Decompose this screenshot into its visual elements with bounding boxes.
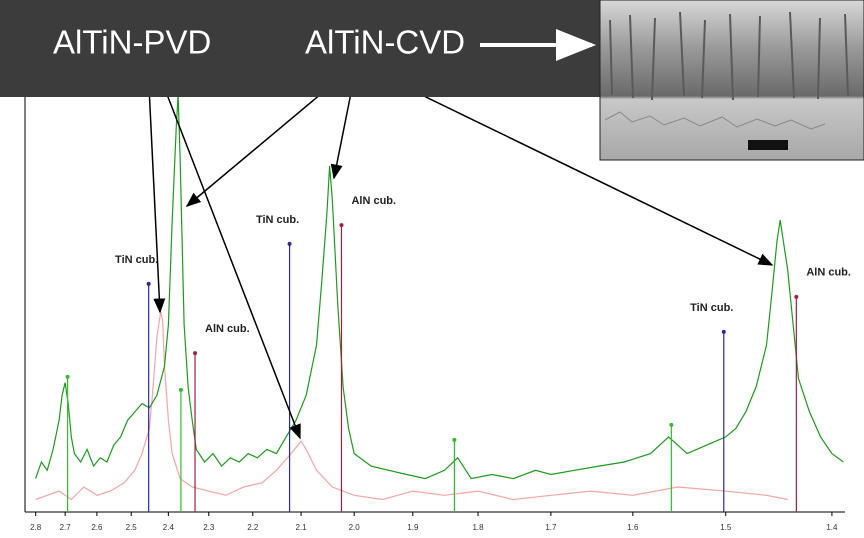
reference-marker — [721, 329, 726, 334]
reference-marker — [669, 422, 674, 427]
reference-label: TiN cub. — [115, 254, 158, 266]
reference-label: AlN cub. — [205, 323, 250, 335]
x-tick-label: 2.4 — [163, 523, 175, 532]
x-tick-label: 2.2 — [247, 523, 259, 532]
reference-marker — [287, 241, 292, 246]
sem-inset — [599, 0, 864, 161]
reference-label: TiN cub. — [690, 302, 733, 314]
reference-marker — [452, 437, 457, 442]
banner — [0, 0, 605, 97]
spectrum-line — [35, 311, 788, 501]
x-tick-label: 2.0 — [349, 523, 361, 532]
reference-label: TiN cub. — [256, 214, 299, 226]
reference-marker — [339, 223, 344, 228]
reference-marker — [193, 351, 198, 356]
inset-texture — [609, 11, 849, 101]
plot-area: 2.8 2.7 2.6 2.5 2.4 2.3 2.2 2.1 2.0 1.9 1.8 1.7 1.6 1… — [24, 70, 851, 532]
x-tick-label: 1.8 — [472, 523, 484, 532]
x-tick-label: 1.6 — [627, 523, 639, 532]
x-tick-label: 1.4 — [826, 523, 838, 532]
x-tick-label: 2.6 — [91, 523, 103, 532]
x-tick-label: 1.9 — [407, 523, 419, 532]
reference-label: AlN cub. — [351, 195, 396, 207]
reference-label: AlN cub. — [806, 267, 851, 279]
reference-marker — [146, 281, 151, 286]
series-label: AlTiN-CVD — [305, 24, 465, 61]
inset-scale-bar — [748, 140, 788, 150]
arrow — [147, 65, 166, 314]
x-tick-label: 1.7 — [545, 523, 557, 532]
x-tick-label: 2.3 — [203, 523, 215, 532]
reference-marker — [794, 294, 799, 299]
series-label: AlTiN-PVD — [53, 24, 211, 61]
arrow — [361, 65, 774, 266]
x-tick-label: 2.7 — [60, 523, 72, 532]
reference-marker — [178, 387, 183, 392]
reference-marker — [65, 374, 70, 379]
x-tick-label: 2.1 — [296, 523, 308, 532]
inset-texture — [604, 111, 826, 130]
x-tick-label: 2.5 — [126, 523, 138, 532]
x-tick-label: 2.8 — [30, 523, 42, 532]
x-tick-label: 1.5 — [720, 523, 732, 532]
spectrum-line — [35, 94, 844, 480]
arrow — [155, 65, 301, 440]
